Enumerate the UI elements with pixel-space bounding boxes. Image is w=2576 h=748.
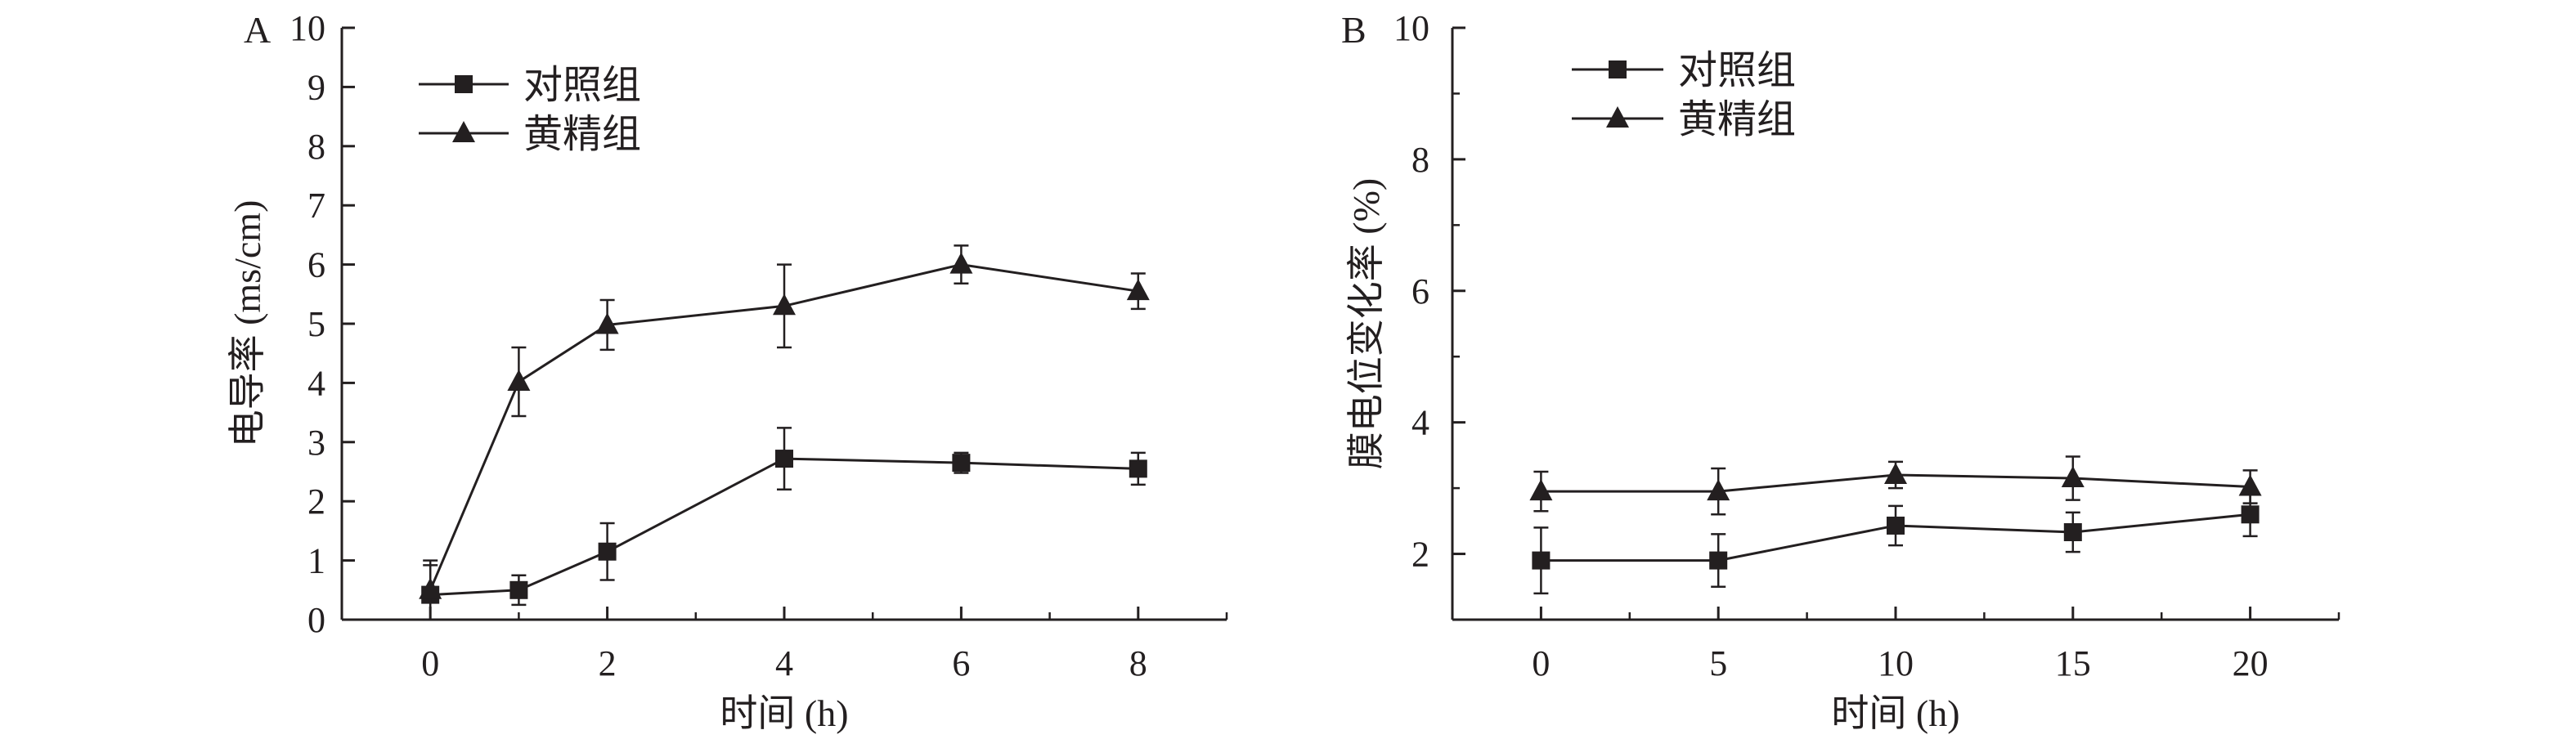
data-point-triangle xyxy=(1707,479,1730,501)
y-tick-label: 2 xyxy=(1411,535,1429,575)
y-tick-label: 0 xyxy=(307,600,325,640)
data-point-triangle xyxy=(2061,466,2085,488)
data-point-square xyxy=(598,542,617,561)
y-tick-label: 1 xyxy=(307,541,325,581)
y-tick-label: 8 xyxy=(1411,140,1429,180)
x-tick-label: 20 xyxy=(2233,643,2269,683)
y-tick-label: 2 xyxy=(307,481,325,522)
data-point-triangle xyxy=(507,369,531,391)
data-point-triangle xyxy=(419,577,442,599)
data-point-square xyxy=(952,454,971,473)
legend-label: 对照组 xyxy=(1678,49,1796,92)
series-triangle xyxy=(419,244,1150,621)
x-tick-label: 8 xyxy=(1129,643,1147,683)
legend-entry: 对照组 xyxy=(419,64,641,107)
x-tick-label: 15 xyxy=(2055,643,2091,683)
data-point-square xyxy=(2241,505,2260,524)
data-point-triangle xyxy=(949,252,973,274)
legend-marker-square xyxy=(455,75,473,93)
data-point-triangle xyxy=(773,293,796,316)
y-tick-label: 10 xyxy=(1393,8,1429,48)
legend-entry: 黄精组 xyxy=(419,113,641,156)
x-tick-label: 0 xyxy=(421,643,439,683)
y-axis-title: 电导率 (ms/cm) xyxy=(227,200,268,448)
legend-marker-square xyxy=(1609,60,1627,78)
data-point-triangle xyxy=(1126,279,1150,301)
data-point-square xyxy=(1532,551,1551,570)
y-tick-label: 6 xyxy=(307,245,325,285)
series-triangle xyxy=(1529,455,2262,516)
data-point-square xyxy=(775,450,793,468)
y-tick-label: 7 xyxy=(307,186,325,226)
data-point-triangle xyxy=(1884,463,1907,485)
series-line xyxy=(430,457,1138,597)
x-tick-label: 4 xyxy=(775,643,793,683)
y-tick-label: 9 xyxy=(307,67,325,107)
x-tick-label: 0 xyxy=(1532,643,1550,683)
legend-label: 对照组 xyxy=(523,64,641,107)
x-tick-label: 6 xyxy=(952,643,970,683)
legend-marker-triangle xyxy=(452,121,475,142)
x-tick-label: 5 xyxy=(1709,643,1727,683)
panel-label: B xyxy=(1341,9,1367,51)
series-square xyxy=(1532,491,2260,595)
y-tick-label: 3 xyxy=(307,423,325,463)
legend-marker-triangle xyxy=(1606,106,1629,128)
y-tick-label: 8 xyxy=(307,127,325,167)
legend-entry: 黄精组 xyxy=(1572,98,1796,141)
x-axis-title: 时间 (h) xyxy=(720,692,848,734)
panel-a: A 0 1 2 3 4 5 6 7 8 9 10 0 2 4 6 8 时间 (h) 电导率 (ms/cm) 对照组黄精… xyxy=(227,8,1228,734)
data-point-triangle xyxy=(2238,474,2262,496)
x-tick-label: 2 xyxy=(599,643,617,683)
y-tick-label: 4 xyxy=(1411,403,1429,443)
data-point-square xyxy=(1887,516,1905,535)
series-line xyxy=(429,263,1139,591)
data-point-square xyxy=(2063,523,2082,542)
data-point-square xyxy=(1709,551,1728,570)
y-axis-title: 膜电位变化率 (%) xyxy=(1345,178,1387,469)
legend-label: 黄精组 xyxy=(1678,98,1796,141)
y-tick-label: 5 xyxy=(307,304,325,344)
x-tick-label: 10 xyxy=(1878,643,1914,683)
data-point-triangle xyxy=(1529,479,1553,501)
series-square xyxy=(421,427,1147,621)
data-point-triangle xyxy=(595,312,619,334)
data-point-square xyxy=(1129,459,1147,478)
y-tick-label: 10 xyxy=(289,8,325,48)
y-tick-label: 6 xyxy=(1411,271,1429,311)
panel-label: A xyxy=(244,9,271,51)
data-point-square xyxy=(509,580,528,599)
legend-entry: 对照组 xyxy=(1572,49,1796,92)
y-tick-label: 4 xyxy=(307,363,325,403)
x-axis-title: 时间 (h) xyxy=(1831,692,1959,734)
legend-label: 黄精组 xyxy=(523,113,641,156)
